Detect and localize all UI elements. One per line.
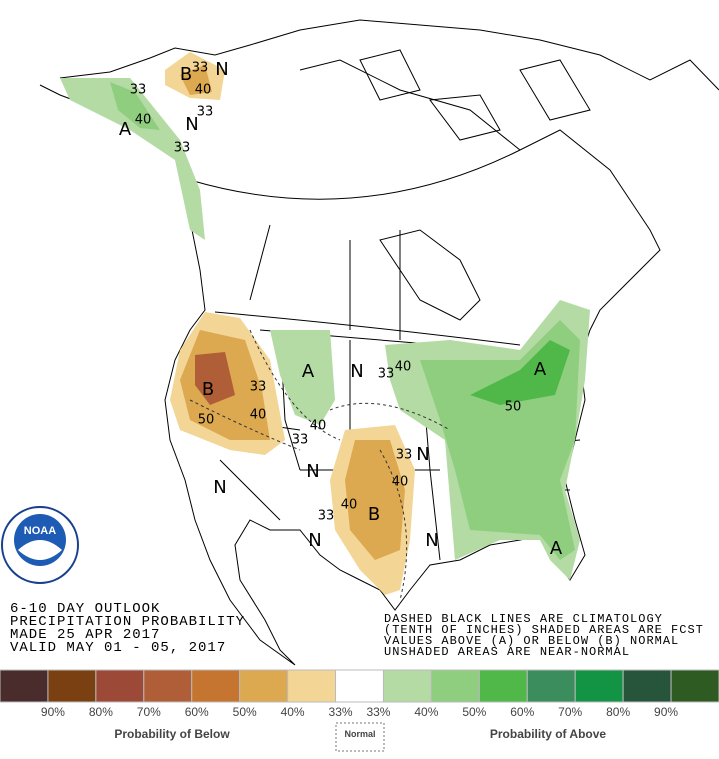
map-label: A xyxy=(302,361,315,382)
notes-block: DASHED BLACK LINES ARE CLIMATOLOGY(TENTH… xyxy=(384,612,704,659)
note-line: VALUES ABOVE (A) OR BELOW (B) NORMAL xyxy=(384,634,679,648)
legend-swatch xyxy=(526,669,576,703)
map-label: 33 xyxy=(174,141,191,156)
map-label: B xyxy=(368,504,380,525)
legend-label: 50% xyxy=(233,705,257,719)
map-label: B xyxy=(202,379,214,400)
legend-above: Probability of Above xyxy=(490,727,607,741)
legend-normal: Normal xyxy=(344,729,375,739)
map-label: 33 xyxy=(192,61,209,76)
map-label: N xyxy=(185,114,198,135)
legend-label: 33% xyxy=(329,705,353,719)
legend-swatch xyxy=(335,669,384,703)
legend-label: 60% xyxy=(510,705,534,719)
map-label: B xyxy=(180,64,192,85)
legend-swatch xyxy=(478,669,528,703)
legend-label: 40% xyxy=(414,705,438,719)
title-line: 6-10 DAY OUTLOOK xyxy=(10,601,160,617)
map-label: N xyxy=(416,444,429,465)
legend-swatch xyxy=(95,669,145,703)
map-label: 40 xyxy=(341,498,358,513)
map-label: 50 xyxy=(505,400,522,415)
normal-box xyxy=(335,722,385,752)
legend-swatch xyxy=(191,669,241,703)
legend-label: 80% xyxy=(606,705,630,719)
map-label: 40 xyxy=(135,113,152,128)
title-line: MADE 25 APR 2017 xyxy=(10,627,160,643)
legend-below: Probability of Below xyxy=(114,727,230,741)
map-label: 40 xyxy=(250,408,267,423)
legend-label: 90% xyxy=(41,705,65,719)
legend-label: 70% xyxy=(137,705,161,719)
legend-swatch xyxy=(430,669,480,703)
legend-swatch xyxy=(574,669,624,703)
map-label: N xyxy=(215,59,228,80)
map-label: 40 xyxy=(392,475,409,490)
map-label: 33 xyxy=(378,367,395,382)
title-line: VALID MAY 01 - 05, 2017 xyxy=(10,640,226,656)
legend-swatch xyxy=(670,669,719,703)
title-line: PRECIPITATION PROBABILITY xyxy=(10,614,245,630)
map-label: 40 xyxy=(310,419,327,434)
legend-label: 33% xyxy=(366,705,390,719)
climatology-lines xyxy=(189,329,451,601)
map-label: 33 xyxy=(318,509,335,524)
map-label: 33 xyxy=(396,448,413,463)
map-label: 33 xyxy=(250,380,267,395)
noaa-logo: NOAA xyxy=(1,506,79,584)
legend-swatch xyxy=(622,669,672,703)
legend-swatch xyxy=(239,669,289,703)
note-line: (TENTH OF INCHES) SHADED AREAS ARE FCST xyxy=(384,623,704,637)
map-label: N xyxy=(306,461,319,482)
legend-swatch xyxy=(143,669,193,703)
legend-label: 70% xyxy=(558,705,582,719)
legend-label: 90% xyxy=(654,705,678,719)
legend-swatch xyxy=(47,669,97,703)
legend-swatch xyxy=(382,669,432,703)
map-label: 33 xyxy=(292,433,309,448)
map-label: 40 xyxy=(395,360,412,375)
map-label: N xyxy=(425,530,438,551)
map-label: N xyxy=(308,530,321,551)
legend-swatch xyxy=(287,669,337,703)
legend: 90% 80% 70% 60% 50% 40% 33% 33% 40% 50% 60% 70% 80% 9… xyxy=(0,669,719,719)
map-label: 40 xyxy=(195,83,212,98)
logo-text: NOAA xyxy=(24,525,56,537)
legend-label: 60% xyxy=(185,705,209,719)
map-label: 33 xyxy=(197,105,214,120)
note-line: DASHED BLACK LINES ARE CLIMATOLOGY xyxy=(384,612,663,626)
map-label: A xyxy=(119,119,132,140)
map-label: 33 xyxy=(130,83,147,98)
legend-label: 40% xyxy=(281,705,305,719)
legend-label: 80% xyxy=(89,705,113,719)
note-line: UNSHADED AREAS ARE NEAR-NORMAL xyxy=(384,645,630,659)
map-label: N xyxy=(213,477,226,498)
map-label: A xyxy=(534,359,547,380)
map-label: 50 xyxy=(198,413,215,428)
legend-swatch xyxy=(0,669,49,703)
legend-label: 50% xyxy=(462,705,486,719)
forecast-shading xyxy=(60,52,590,595)
map-label: N xyxy=(350,361,363,382)
map-label: A xyxy=(550,538,563,559)
